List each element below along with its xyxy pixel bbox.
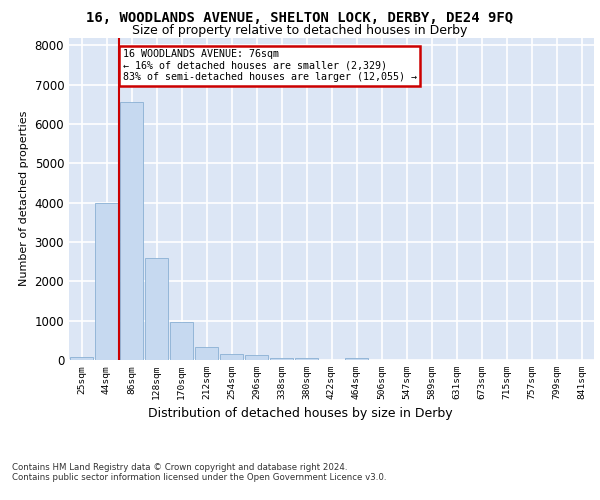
Bar [195,347,218,360]
Text: 16, WOODLANDS AVENUE, SHELTON LOCK, DERBY, DE24 9FQ: 16, WOODLANDS AVENUE, SHELTON LOCK, DERB… [86,11,514,25]
Text: Size of property relative to detached houses in Derby: Size of property relative to detached ho… [133,24,467,37]
Bar [170,322,193,360]
Bar [295,358,318,360]
Text: 16 WOODLANDS AVENUE: 76sqm
← 16% of detached houses are smaller (2,329)
83% of s: 16 WOODLANDS AVENUE: 76sqm ← 16% of deta… [123,50,417,82]
Y-axis label: Number of detached properties: Number of detached properties [19,111,29,286]
Bar [95,202,118,360]
Text: Distribution of detached houses by size in Derby: Distribution of detached houses by size … [148,408,452,420]
Bar [70,357,93,360]
Bar [220,354,243,360]
Text: Contains HM Land Registry data © Crown copyright and database right 2024.
Contai: Contains HM Land Registry data © Crown c… [12,462,386,482]
Bar [120,102,143,360]
Bar [345,358,368,360]
Bar [145,258,168,360]
Bar [270,358,293,360]
Bar [245,356,268,360]
